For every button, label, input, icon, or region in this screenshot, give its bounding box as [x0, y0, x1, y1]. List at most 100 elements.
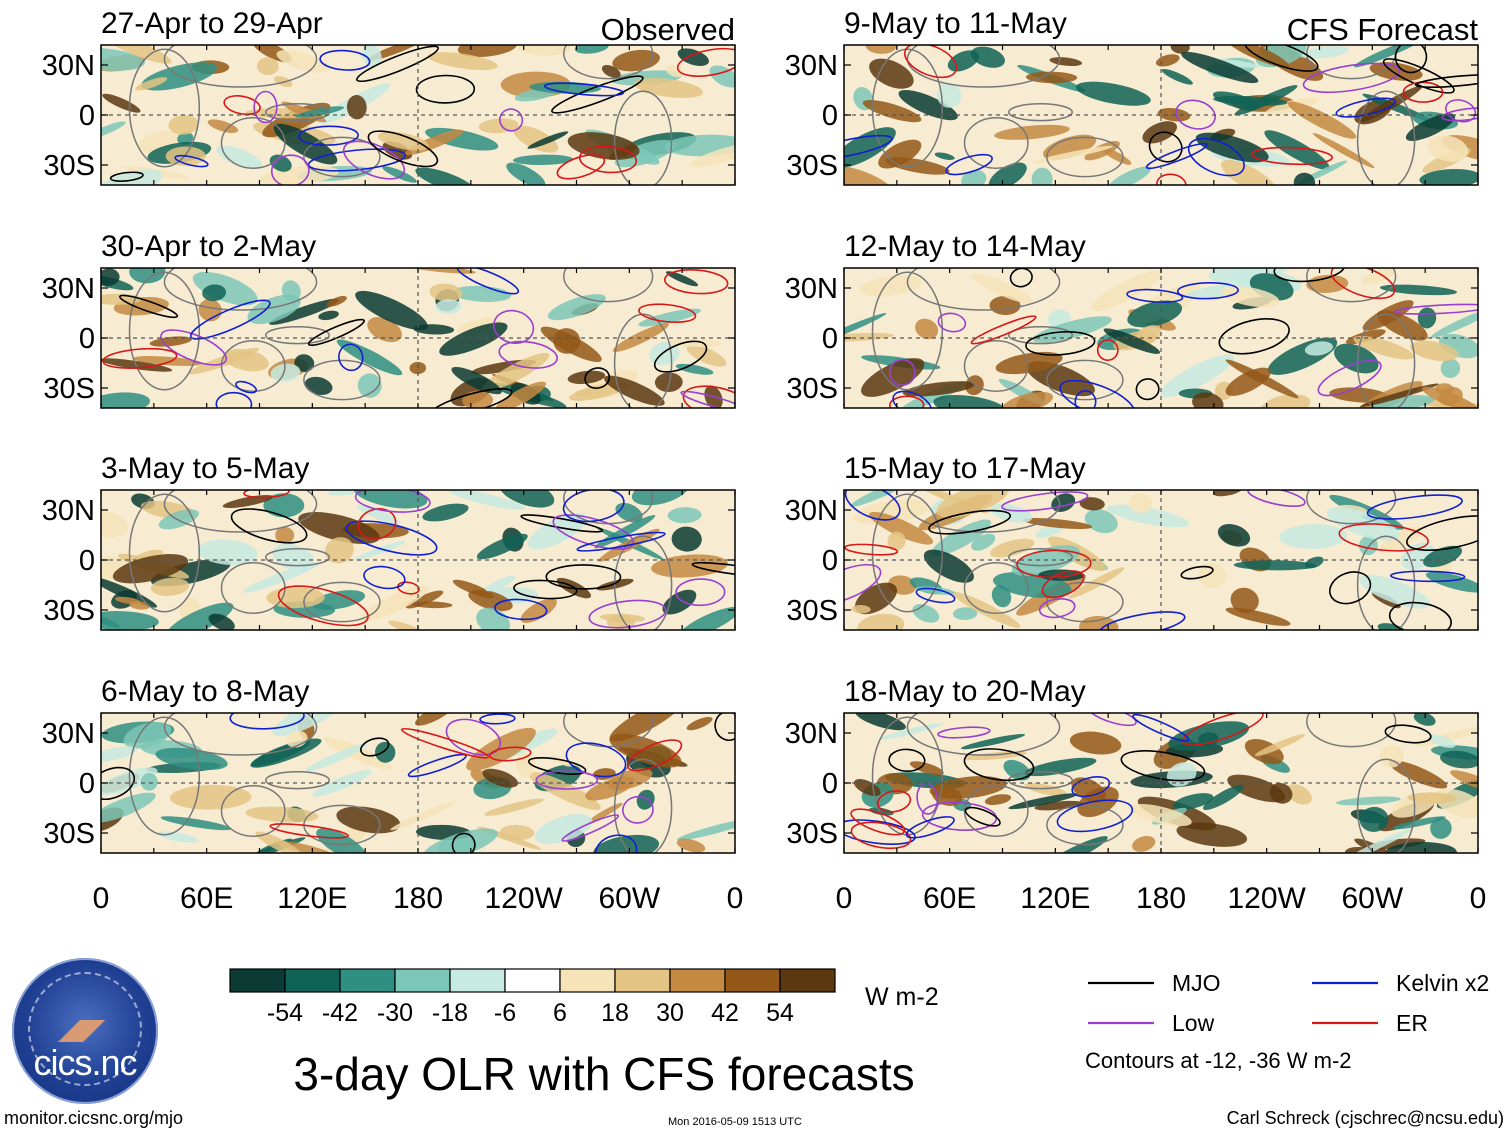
- wave-contour: [1338, 523, 1429, 552]
- olr-anomaly-blob: [609, 713, 684, 742]
- continent-outline: [563, 45, 654, 80]
- olr-anomaly-blob: [1160, 354, 1235, 398]
- olr-anomaly-blob: [990, 503, 1033, 523]
- y-tick-label: 30N: [785, 718, 838, 750]
- wave-contour: [551, 75, 644, 114]
- wave-contour: [298, 125, 359, 146]
- olr-anomaly-blob: [517, 45, 572, 56]
- y-tick-label: 0: [822, 545, 838, 577]
- continent-outline: [1306, 268, 1397, 303]
- olr-anomaly-blob: [295, 106, 344, 118]
- panel-period-title: 27-Apr to 29-Apr: [101, 7, 323, 40]
- olr-anomaly-blob: [1423, 545, 1463, 568]
- olr-anomaly-blob: [506, 162, 546, 185]
- contour-note: Contours at -12, -36 W m-2: [1085, 1048, 1352, 1073]
- wave-contour: [535, 770, 599, 790]
- olr-anomaly-blob: [149, 336, 192, 347]
- wave-contour: [489, 746, 532, 762]
- olr-anomaly-blob: [1425, 571, 1478, 593]
- olr-panel: 30N 0 30S 3-May to 5-May: [42, 452, 736, 631]
- wave-contour: [342, 140, 406, 180]
- wave-contour: [576, 531, 666, 552]
- olr-anomaly-blob: [667, 339, 722, 348]
- wave-contour: [429, 387, 513, 408]
- wave-contour: [892, 390, 933, 408]
- olr-anomaly-blob: [294, 354, 315, 373]
- wave-contour: [921, 801, 998, 831]
- olr-anomaly-blob: [485, 575, 516, 592]
- wave-contour: [691, 561, 735, 577]
- olr-anomaly-blob: [1217, 524, 1251, 547]
- olr-anomaly-blob: [1230, 587, 1259, 614]
- continent-outline: [613, 758, 673, 853]
- wave-contour: [1388, 601, 1452, 630]
- wave-contour: [498, 340, 558, 369]
- olr-anomaly-blob: [429, 283, 463, 302]
- continent-outline: [163, 490, 318, 533]
- panel-period-title: 30-Apr to 2-May: [101, 230, 316, 263]
- olr-anomaly-blob: [1279, 524, 1347, 549]
- wave-contour: [1145, 142, 1208, 170]
- x-tick-label: 120E: [277, 882, 347, 915]
- continent-outline: [1356, 758, 1416, 853]
- wave-contour: [520, 514, 604, 533]
- olr-anomaly-blob: [1335, 796, 1401, 806]
- olr-anomaly-blob: [422, 503, 469, 522]
- olr-anomaly-blob: [481, 352, 550, 392]
- wave-contour: [307, 148, 406, 172]
- y-tick-label: 30S: [43, 373, 95, 405]
- continent-outline: [906, 268, 1061, 311]
- logo-text: cics.nc: [33, 1042, 137, 1083]
- wave-contour: [928, 509, 1012, 535]
- wave-contour: [1406, 515, 1478, 551]
- wave-contour: [937, 312, 967, 333]
- olr-anomaly-blob: [677, 48, 709, 66]
- olr-anomaly-blob: [1031, 145, 1113, 164]
- olr-anomaly-blob: [1440, 358, 1461, 378]
- colorbar-swatch: [724, 968, 781, 993]
- wave-contour: [963, 748, 1035, 782]
- figure-title: 3-day OLR with CFS forecasts: [293, 1048, 914, 1100]
- continent-outline: [871, 493, 944, 613]
- olr-anomaly-blob: [1334, 343, 1379, 374]
- wave-contour: [400, 727, 490, 759]
- olr-anomaly-blob: [223, 348, 269, 372]
- olr-anomaly-blob: [476, 533, 528, 560]
- olr-anomaly-blob: [1026, 71, 1078, 84]
- olr-anomaly-blob: [686, 344, 727, 367]
- wave-contour: [119, 294, 179, 319]
- colorbar-swatch: [284, 968, 341, 993]
- colorbar-level-label: -6: [494, 999, 516, 1027]
- continent-outline: [1008, 326, 1073, 345]
- wave-contour: [675, 578, 726, 607]
- continent-outline: [303, 136, 381, 178]
- colorbar-swatch: [339, 968, 396, 993]
- continent-outline: [265, 326, 330, 345]
- continent-outline: [1306, 713, 1397, 748]
- olr-anomaly-blob: [1233, 560, 1317, 571]
- olr-anomaly-blob: [1130, 804, 1192, 827]
- wave-contour: [1394, 303, 1478, 315]
- olr-anomaly-blob: [1026, 361, 1095, 397]
- legend-entry-label: MJO: [1172, 970, 1221, 996]
- olr-anomaly-blob: [567, 370, 606, 385]
- colorbar-swatch: [669, 968, 726, 993]
- olr-anomaly-blob: [1359, 806, 1389, 832]
- wave-contour: [451, 832, 476, 853]
- olr-anomaly-blob: [1260, 394, 1311, 408]
- olr-anomaly-blob: [435, 299, 462, 314]
- olr-anomaly-blob: [1422, 386, 1478, 408]
- wave-contour: [1087, 713, 1137, 727]
- wave-contour: [363, 565, 406, 590]
- wave-contour: [844, 134, 893, 161]
- olr-anomaly-blob: [678, 607, 735, 630]
- wave-contour: [307, 318, 365, 347]
- colorbar-swatch: [449, 968, 506, 993]
- olr-anomaly-blob: [452, 579, 495, 599]
- olr-anomaly-blob: [528, 771, 601, 811]
- olr-anomaly-blob: [667, 507, 702, 524]
- olr-anomaly-blob: [242, 562, 319, 593]
- olr-anomaly-blob: [1225, 367, 1271, 396]
- wave-contour: [1071, 776, 1111, 798]
- wave-contour: [354, 490, 431, 513]
